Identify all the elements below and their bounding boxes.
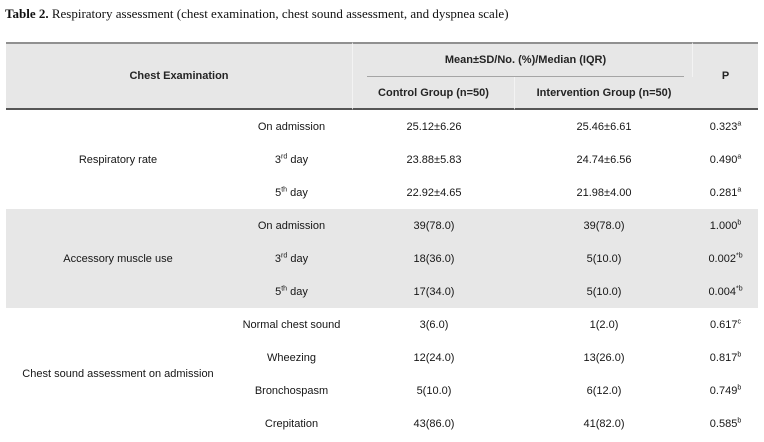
header-measure-group: Mean±SD/No. (%)/Median (IQR) (353, 42, 694, 77)
row-label-cell: Wheezing (230, 341, 353, 374)
table-caption-label: Table 2. (5, 6, 49, 21)
header-control-group: Control Group (n=50) (353, 77, 515, 110)
row-label-cell: 5th day (230, 275, 353, 308)
intervention-value-cell: 21.98±4.00 (515, 176, 694, 209)
control-value-cell: 25.12±6.26 (353, 110, 515, 143)
category-cell: Accessory muscle use (6, 209, 230, 308)
control-value-cell: 39(78.0) (353, 209, 515, 242)
control-value-cell: 3(6.0) (353, 308, 515, 341)
table-caption-text: Respiratory assessment (chest examinatio… (48, 6, 509, 21)
header-chest-examination: Chest Examination (6, 42, 353, 110)
p-value-cell: 0.817b (693, 341, 759, 374)
row-label-cell: 3rd day (230, 242, 353, 275)
table-row: 5th day 22.92±4.65 21.98±4.00 0.281a (6, 176, 759, 209)
header-p: P (693, 42, 759, 110)
intervention-value-cell: 39(78.0) (515, 209, 694, 242)
intervention-value-cell: 5(10.0) (515, 242, 694, 275)
intervention-value-cell: 1(2.0) (515, 308, 694, 341)
row-label-cell: Normal chest sound (230, 308, 353, 341)
header-row-2: Control Group (n=50) Intervention Group … (6, 77, 758, 110)
p-value-cell: 0.490a (693, 143, 759, 176)
p-value-cell: 0.617c (693, 308, 759, 341)
p-value-cell: 0.749b (693, 374, 759, 407)
control-value-cell: 18(36.0) (353, 242, 515, 275)
intervention-value-cell: 25.46±6.61 (515, 110, 694, 143)
table-row: Respiratory rate On admission 25.12±6.26 25… (6, 110, 759, 209)
row-label-cell: On admission (230, 209, 353, 242)
header-measure-group-label: Mean±SD/No. (%)/Median (IQR) (367, 44, 685, 77)
table-caption: Table 2. Respiratory assessment (chest e… (5, 6, 509, 22)
table-row: Wheezing 12(24.0) 13(26.0) 0.817b (6, 341, 759, 374)
category-cell: Chest sound assessment on admission (6, 308, 230, 440)
control-value-cell: 43(86.0) (353, 407, 515, 440)
control-value-cell: 5(10.0) (353, 374, 515, 407)
table-row: Accessory muscle use On admission 39(78.0)… (6, 209, 759, 308)
p-value-cell: 0.002*b (693, 242, 759, 275)
table-row: 5th day 17(34.0) 5(10.0) 0.004*b (6, 275, 759, 308)
control-value-cell: 23.88±5.83 (353, 143, 515, 176)
intervention-value-cell: 13(26.0) (515, 341, 694, 374)
row-label-cell: Bronchospasm (230, 374, 353, 407)
table-row: Crepitation 43(86.0) 41(82.0) 0.585b (6, 407, 759, 440)
row-label-cell: 3rd day (230, 143, 353, 176)
intervention-value-cell: 24.74±6.56 (515, 143, 694, 176)
intervention-value-cell: 5(10.0) (515, 275, 694, 308)
table-row: Bronchospasm 5(10.0) 6(12.0) 0.749b (6, 374, 759, 407)
p-value-cell: 0.281a (693, 176, 759, 209)
table-row: 3rd day 18(36.0) 5(10.0) 0.002*b (6, 242, 759, 275)
table-row: 3rd day 23.88±5.83 24.74±6.56 0.490a (6, 143, 759, 176)
header-intervention-group: Intervention Group (n=50) (515, 77, 694, 110)
row-label-cell: 5th day (230, 176, 353, 209)
control-value-cell: 17(34.0) (353, 275, 515, 308)
p-value-cell: 0.323a (693, 110, 759, 143)
row-label-cell: On admission (230, 110, 353, 143)
p-value-cell: 1.000b (693, 209, 759, 242)
category-cell: Respiratory rate (6, 110, 230, 209)
intervention-value-cell: 41(82.0) (515, 407, 694, 440)
respiratory-assessment-table: Chest Examination Mean±SD/No. (%)/Median… (6, 42, 759, 440)
p-value-cell: 0.585b (693, 407, 759, 440)
control-value-cell: 22.92±4.65 (353, 176, 515, 209)
intervention-value-cell: 6(12.0) (515, 374, 694, 407)
p-value-cell: 0.004*b (693, 275, 759, 308)
row-label-cell: Crepitation (230, 407, 353, 440)
header-row-1: Chest Examination Mean±SD/No. (%)/Median… (6, 42, 759, 110)
control-value-cell: 12(24.0) (353, 341, 515, 374)
table-row: Chest sound assessment on admission Norma… (6, 308, 759, 440)
